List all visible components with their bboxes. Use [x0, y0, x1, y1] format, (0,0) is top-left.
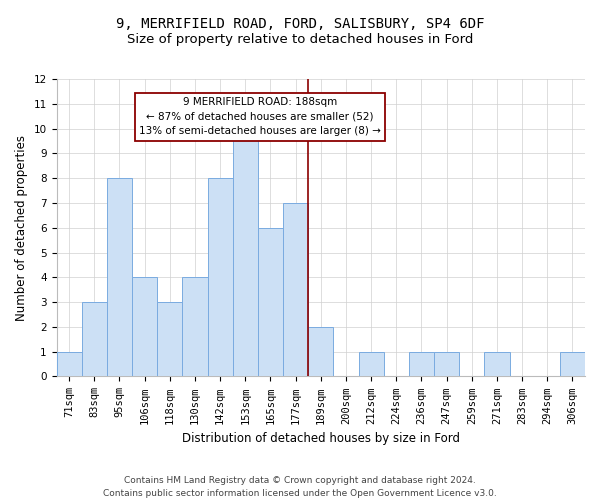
Text: 9, MERRIFIELD ROAD, FORD, SALISBURY, SP4 6DF: 9, MERRIFIELD ROAD, FORD, SALISBURY, SP4…: [116, 18, 484, 32]
Bar: [233, 128, 258, 376]
Bar: [208, 178, 233, 376]
Bar: [56, 352, 82, 376]
X-axis label: Distribution of detached houses by size in Ford: Distribution of detached houses by size …: [182, 432, 460, 445]
Y-axis label: Number of detached properties: Number of detached properties: [15, 134, 28, 320]
Bar: [359, 352, 383, 376]
Bar: [182, 278, 208, 376]
Bar: [107, 178, 132, 376]
Bar: [308, 327, 334, 376]
Bar: [283, 203, 308, 376]
Text: Contains HM Land Registry data © Crown copyright and database right 2024.
Contai: Contains HM Land Registry data © Crown c…: [103, 476, 497, 498]
Bar: [434, 352, 459, 376]
Bar: [82, 302, 107, 376]
Bar: [409, 352, 434, 376]
Bar: [258, 228, 283, 376]
Bar: [484, 352, 509, 376]
Bar: [132, 278, 157, 376]
Bar: [560, 352, 585, 376]
Text: 9 MERRIFIELD ROAD: 188sqm
← 87% of detached houses are smaller (52)
13% of semi-: 9 MERRIFIELD ROAD: 188sqm ← 87% of detac…: [139, 97, 381, 136]
Bar: [157, 302, 182, 376]
Text: Size of property relative to detached houses in Ford: Size of property relative to detached ho…: [127, 32, 473, 46]
